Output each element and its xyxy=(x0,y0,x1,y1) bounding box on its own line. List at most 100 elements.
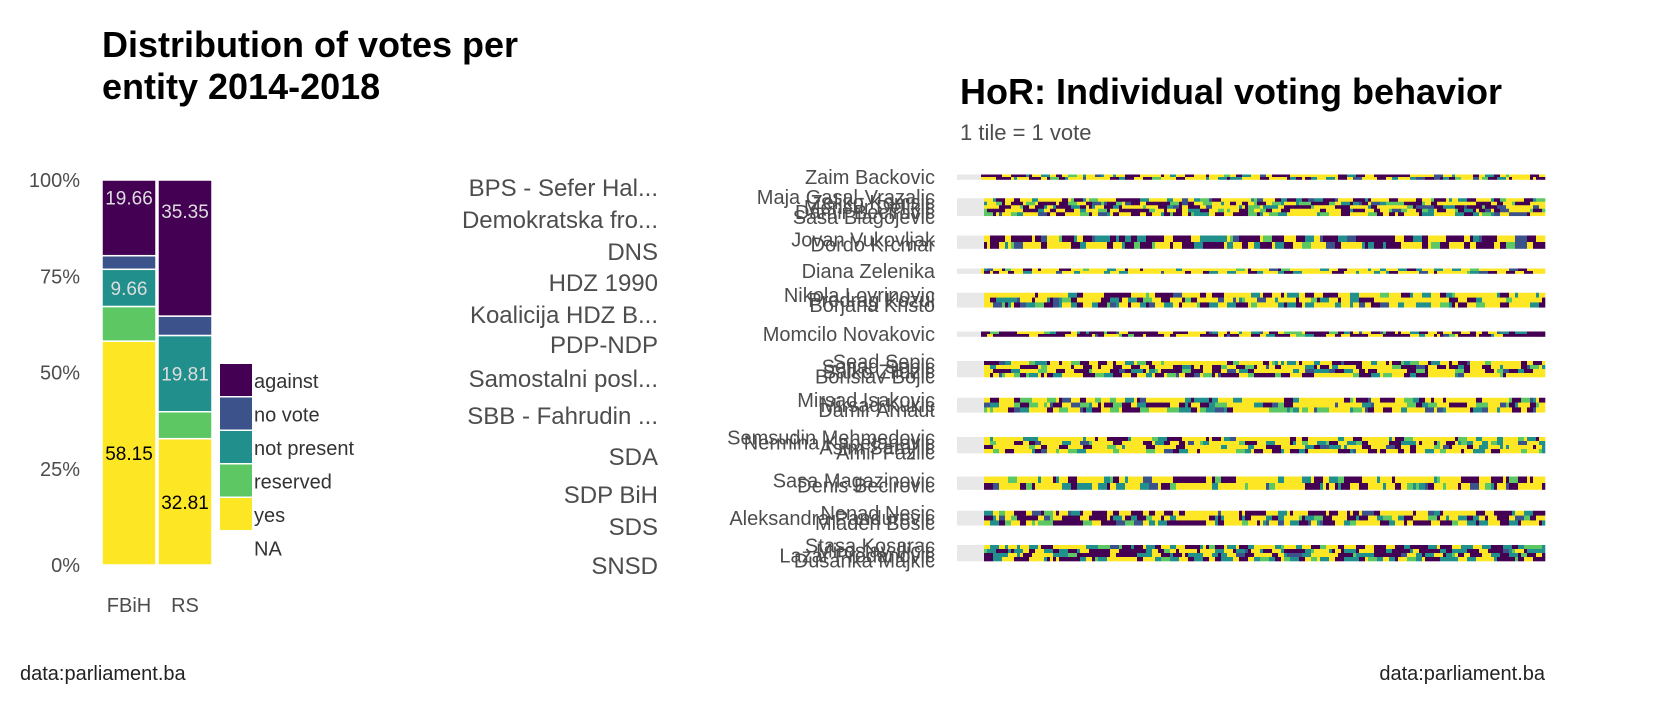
vote-tile xyxy=(1392,208,1402,213)
vote-tile xyxy=(1227,407,1234,413)
vote-tile xyxy=(1500,198,1507,203)
vote-tile xyxy=(1413,397,1420,403)
vote-tile xyxy=(1515,201,1525,206)
vote-tile xyxy=(1164,515,1171,521)
vote-tile xyxy=(1401,242,1405,249)
vote-tile xyxy=(1533,208,1543,213)
vote-tile xyxy=(1482,174,1486,178)
vote-tile xyxy=(1407,198,1417,203)
vote-tile xyxy=(1395,334,1399,337)
vote-tile xyxy=(1521,331,1528,335)
vote-tile xyxy=(1266,369,1276,374)
vote-tile xyxy=(1128,302,1132,308)
vote-tile xyxy=(1263,235,1273,243)
vote-tile xyxy=(1107,242,1114,249)
vote-tile xyxy=(1056,476,1060,484)
vote-tile xyxy=(1125,445,1135,450)
vote-tile xyxy=(1110,177,1120,180)
vote-tile xyxy=(1254,437,1261,442)
vote-tile xyxy=(1200,545,1204,550)
vote-tile xyxy=(1200,361,1210,366)
vote-tile xyxy=(1398,373,1405,378)
y-tick-label: 100% xyxy=(29,170,80,192)
vote-tile xyxy=(1242,297,1246,303)
vote-tile xyxy=(1368,369,1372,374)
vote-tile xyxy=(1278,297,1288,303)
vote-tile xyxy=(1455,212,1465,217)
vote-tile xyxy=(1134,437,1141,442)
vote-tile xyxy=(1014,242,1024,249)
vote-tile xyxy=(1473,177,1480,180)
vote-tile xyxy=(1461,201,1465,206)
vote-tile xyxy=(1494,483,1498,490)
vote-tile xyxy=(1248,397,1255,403)
bar-segment-yes xyxy=(157,437,213,566)
vote-tile xyxy=(957,365,985,370)
vote-tile xyxy=(1434,177,1441,180)
vote-tile xyxy=(1269,520,1279,526)
vote-tile xyxy=(1164,365,1174,370)
vote-tile xyxy=(1149,510,1156,516)
vote-tile xyxy=(993,369,997,374)
vote-tile xyxy=(1089,476,1096,484)
vote-tile xyxy=(1221,373,1228,378)
vote-tile xyxy=(1284,449,1288,454)
vote-tile xyxy=(1161,483,1171,490)
vote-tile xyxy=(1071,302,1078,308)
vote-tile xyxy=(1539,242,1546,249)
vote-tile xyxy=(999,483,1003,490)
vote-tile xyxy=(1143,297,1153,303)
vote-tile xyxy=(1137,302,1141,308)
vote-tile xyxy=(1029,441,1036,446)
vote-tile xyxy=(1410,361,1420,366)
vote-tile xyxy=(990,201,997,206)
vote-tile xyxy=(1170,437,1180,442)
vote-tile xyxy=(1437,483,1444,490)
vote-tile xyxy=(1230,235,1234,243)
vote-tile xyxy=(1527,549,1531,554)
vote-tile xyxy=(1155,208,1165,213)
vote-tile xyxy=(1137,549,1147,554)
vote-tile xyxy=(1209,302,1219,308)
vote-tile xyxy=(1071,361,1081,366)
vote-tile xyxy=(1236,365,1243,370)
vote-tile xyxy=(984,268,988,272)
vote-tile xyxy=(1095,553,1105,558)
vote-tile xyxy=(1011,235,1018,243)
vote-tile xyxy=(1152,212,1162,217)
vote-tile xyxy=(1467,397,1471,403)
vote-tile xyxy=(1467,520,1477,526)
vote-tile xyxy=(1422,268,1429,272)
vote-tile xyxy=(1188,373,1195,378)
vote-tile xyxy=(1245,407,1255,413)
vote-tile xyxy=(1146,235,1156,243)
vote-tile xyxy=(1182,369,1192,374)
vote-tile xyxy=(1020,373,1027,378)
vote-tile xyxy=(1305,292,1315,298)
vote-tile xyxy=(1503,334,1513,337)
vote-tile xyxy=(1191,545,1201,550)
vote-tile xyxy=(1305,557,1312,562)
vote-tile xyxy=(1284,397,1294,403)
vote-tile xyxy=(990,437,994,442)
vote-tile xyxy=(1002,212,1009,217)
vote-tile xyxy=(1263,483,1267,490)
vote-tile xyxy=(1362,407,1366,413)
vote-tile xyxy=(1170,549,1177,554)
vote-tile xyxy=(1488,334,1492,337)
vote-tile xyxy=(1176,271,1186,274)
vote-tile xyxy=(1080,242,1087,249)
vote-tile xyxy=(990,545,1000,550)
vote-tile xyxy=(1008,242,1012,249)
vote-tile xyxy=(1506,177,1510,180)
vote-tile xyxy=(1248,483,1258,490)
vote-tile xyxy=(1281,198,1288,203)
vote-tile xyxy=(1461,205,1465,210)
vote-tile xyxy=(1059,397,1063,403)
vote-tile xyxy=(1482,545,1492,550)
vote-tile xyxy=(1317,441,1327,446)
vote-tile xyxy=(1479,201,1489,206)
vote-tile xyxy=(1299,297,1303,303)
vote-tile xyxy=(1152,297,1162,303)
vote-tile xyxy=(1143,449,1147,454)
